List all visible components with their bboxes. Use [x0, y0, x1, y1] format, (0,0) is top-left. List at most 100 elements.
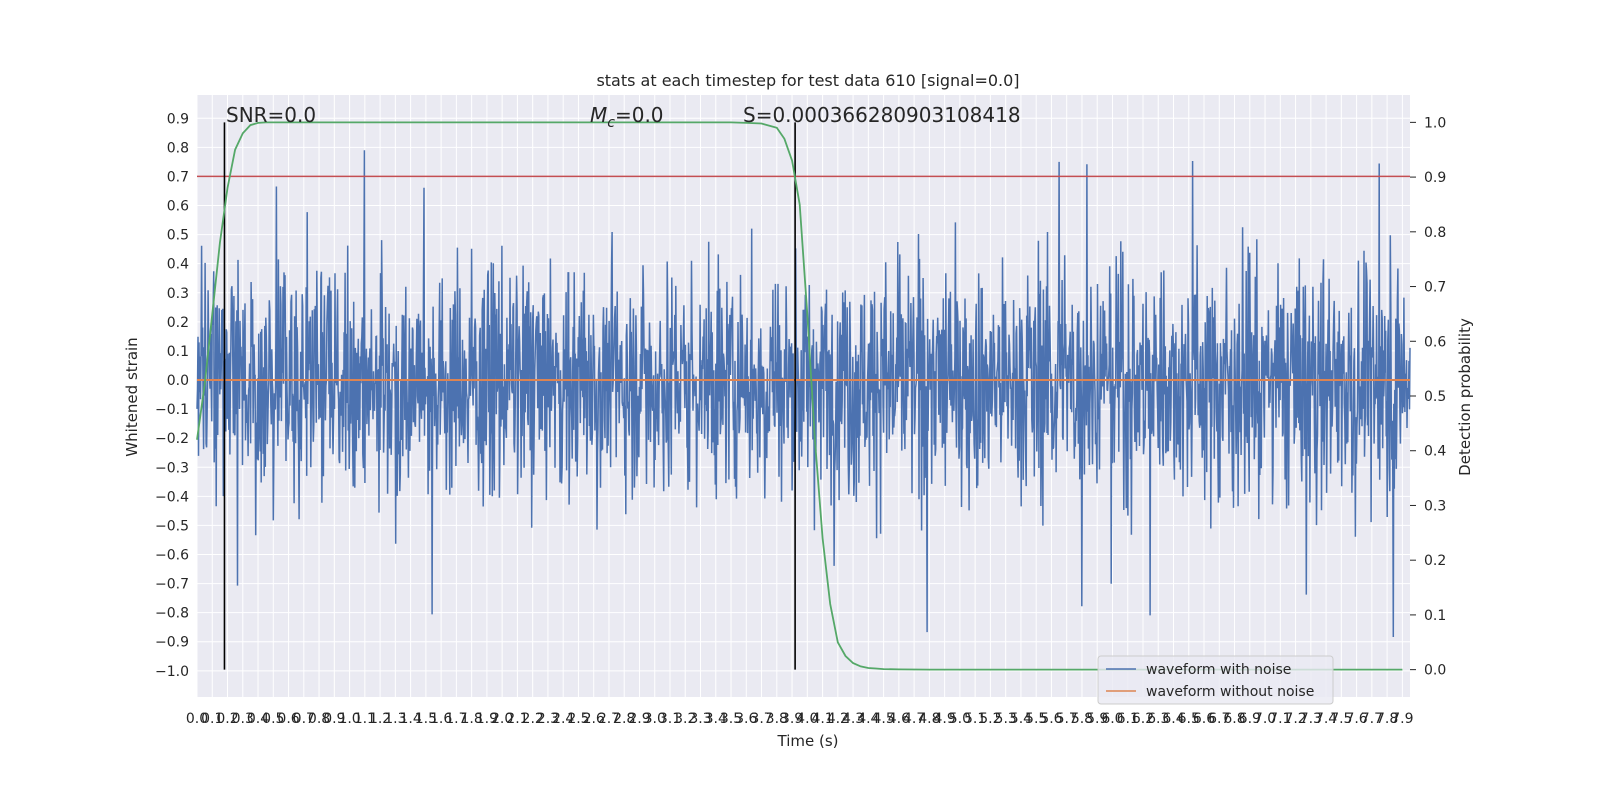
x-tick-label: 4.5: [872, 711, 894, 727]
x-tick-label: 4.3: [842, 711, 864, 727]
x-tick-label: 5.4: [1010, 711, 1032, 727]
y2-tick-label: 0.2: [1424, 553, 1446, 569]
y-tick-label: 0.1: [167, 344, 189, 360]
y2-tick-label: 0.5: [1424, 389, 1446, 405]
x-tick-label: 6.7: [1208, 711, 1230, 727]
x-tick-label: 2.3: [537, 711, 559, 727]
y2-axis-ticks: 1.0 0.9 0.8 0.7 0.6 0.5 0.4 0.3 0.2 0.1 0.0: [1410, 115, 1446, 679]
x-tick-label: 5.7: [1056, 711, 1078, 727]
x-tick-label: 0.0: [186, 711, 208, 727]
x-tick-label: 7.5: [1330, 711, 1352, 727]
x-tick-label: 0.7: [293, 711, 315, 727]
x-tick-label: 0.2: [216, 711, 238, 727]
y-tick-label: 0.6: [167, 199, 189, 215]
x-tick-label: 2.9: [628, 711, 650, 727]
y2-tick-label: 0.7: [1424, 280, 1446, 296]
y2-tick-label: 0.4: [1424, 444, 1446, 460]
x-tick-label: 7.2: [1284, 711, 1306, 727]
y-tick-label: −0.2: [155, 431, 189, 447]
x-tick-label: 5.3: [995, 711, 1017, 727]
y2-tick-label: 0.6: [1424, 334, 1446, 350]
x-tick-label: 0.5: [262, 711, 284, 727]
y-tick-label: 0.4: [167, 257, 189, 273]
x-tick-label: 2.1: [506, 711, 528, 727]
x-tick-label: 7.3: [1300, 711, 1322, 727]
x-tick-label: 1.0: [338, 711, 360, 727]
x-tick-label: 7.9: [1391, 711, 1413, 727]
x-tick-label: 0.8: [308, 711, 330, 727]
x-tick-label: 0.4: [247, 711, 269, 727]
x-tick-label: 4.1: [811, 711, 833, 727]
x-tick-label: 5.6: [1040, 711, 1062, 727]
x-tick-label: 3.7: [750, 711, 772, 727]
x-tick-label: 3.8: [766, 711, 788, 727]
y-axis-label: Whitened strain: [123, 337, 141, 456]
y-axis-ticks: 0.9 0.8 0.7 0.6 0.5 0.4 0.3 0.2 0.1 0.0 −0.1 −0.2 −0…: [155, 111, 189, 680]
x-tick-label: 5.9: [1086, 711, 1108, 727]
x-tick-label: 2.5: [567, 711, 589, 727]
y2-tick-label: 0.9: [1424, 170, 1446, 186]
x-tick-label: 3.3: [689, 711, 711, 727]
y-tick-label: −0.8: [155, 606, 189, 622]
x-tick-label: 6.6: [1193, 711, 1215, 727]
x-tick-label: 4.2: [827, 711, 849, 727]
x-tick-label: 6.3: [1147, 711, 1169, 727]
overlay-lines: [196, 121, 1410, 671]
x-tick-label: 4.0: [796, 711, 818, 727]
x-tick-label: 3.6: [735, 711, 757, 727]
x-tick-label: 6.2: [1132, 711, 1154, 727]
x-tick-label: 4.6: [888, 711, 910, 727]
y-tick-label: −0.6: [155, 547, 189, 563]
y-tick-label: 0.7: [167, 169, 189, 185]
x-tick-label: 7.1: [1269, 711, 1291, 727]
y-tick-label: −0.5: [155, 518, 189, 534]
detection-probability-line: [196, 121, 1403, 671]
chart-title: stats at each timestep for test data 610…: [596, 71, 1019, 90]
x-tick-label: 1.6: [430, 711, 452, 727]
x-tick-label: 6.1: [1117, 711, 1139, 727]
x-tick-label: 2.2: [522, 711, 544, 727]
x-tick-label: 3.4: [705, 711, 727, 727]
x-tick-label: 1.5: [415, 711, 437, 727]
y-tick-label: −0.3: [155, 460, 189, 476]
x-tick-label: 1.4: [399, 711, 421, 727]
y-tick-label: 0.8: [167, 140, 189, 156]
x-tick-label: 7.6: [1345, 711, 1367, 727]
x-tick-label: 5.8: [1071, 711, 1093, 727]
y-tick-label: −0.9: [155, 635, 189, 651]
legend-label-noise: waveform with noise: [1146, 662, 1291, 678]
x-tick-label: 2.0: [491, 711, 513, 727]
x-tick-label: 4.9: [934, 711, 956, 727]
x-tick-label: 6.9: [1239, 711, 1261, 727]
annotation-snr: SNR=0.0: [226, 103, 316, 127]
x-tick-label: 3.1: [659, 711, 681, 727]
x-tick-label: 2.8: [613, 711, 635, 727]
x-tick-label: 1.2: [369, 711, 391, 727]
x-tick-label: 1.3: [384, 711, 406, 727]
series-waveform-with-noise: [196, 150, 1411, 638]
legend-label-clean: waveform without noise: [1146, 684, 1314, 700]
y-tick-label: 0.0: [167, 373, 189, 389]
x-tick-label: 4.4: [857, 711, 879, 727]
y-tick-label: −0.1: [155, 402, 189, 418]
legend: waveform with noise waveform without noi…: [1097, 655, 1334, 705]
x-tick-label: 7.7: [1361, 711, 1383, 727]
x-tick-label: 1.7: [445, 711, 467, 727]
y2-tick-label: 0.0: [1424, 663, 1446, 679]
x-tick-label: 2.7: [598, 711, 620, 727]
x-tick-label: 5.0: [949, 711, 971, 727]
annotation-mc: Mc=0.0: [590, 103, 664, 131]
x-tick-label: 4.8: [918, 711, 940, 727]
x-tick-label: 5.5: [1025, 711, 1047, 727]
x-tick-label: 1.1: [354, 711, 376, 727]
x-tick-label: 7.8: [1376, 711, 1398, 727]
x-tick-label: 0.3: [232, 711, 254, 727]
x-tick-label: 1.8: [461, 711, 483, 727]
y-tick-label: −0.4: [155, 489, 189, 505]
x-tick-label: 6.5: [1178, 711, 1200, 727]
x-tick-label: 3.0: [644, 711, 666, 727]
x-tick-label: 3.2: [674, 711, 696, 727]
x-tick-label: 6.4: [1162, 711, 1184, 727]
